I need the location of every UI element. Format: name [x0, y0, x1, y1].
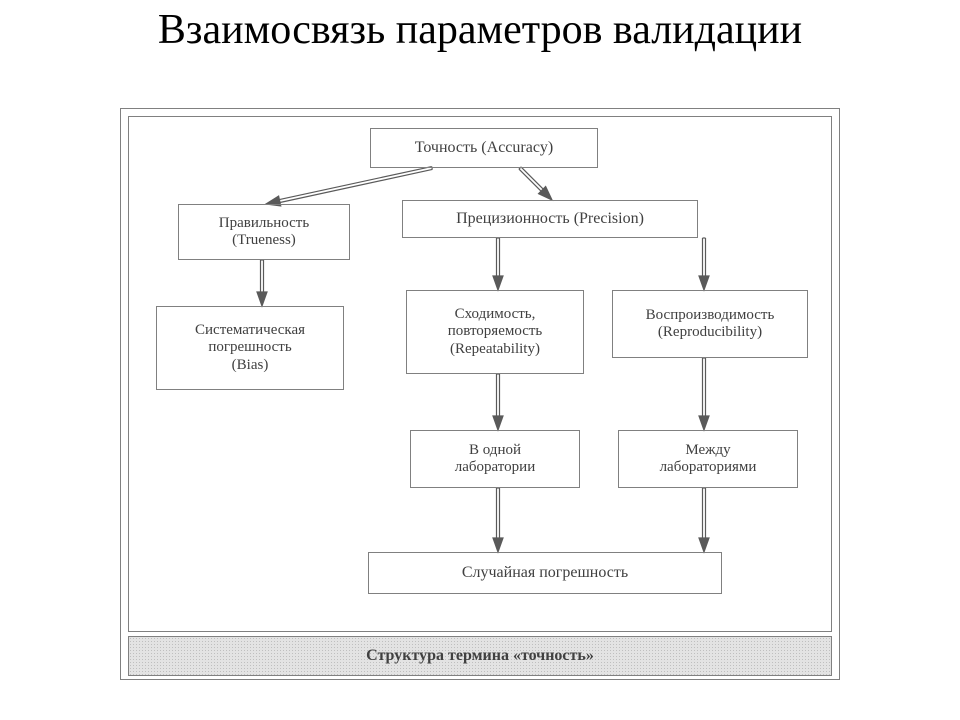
diagram-caption-text: Структура термина «точность»	[366, 647, 594, 665]
node-betweenlab: Междулабораториями	[618, 430, 798, 488]
slide: Взаимосвязь параметров валидации Точност…	[0, 0, 960, 720]
node-random: Случайная погрешность	[368, 552, 722, 594]
node-reproduce: Воспроизводимость(Reproducibility)	[612, 290, 808, 358]
node-label: Сходимость,повторяемость(Repeatability)	[448, 306, 543, 358]
node-label: Воспроизводимость(Reproducibility)	[646, 307, 775, 342]
node-label: Правильность(Trueness)	[219, 215, 309, 250]
node-precision: Прецизионность (Precision)	[402, 200, 698, 238]
node-onelab: В однойлаборатории	[410, 430, 580, 488]
node-trueness: Правильность(Trueness)	[178, 204, 350, 260]
node-label: В однойлаборатории	[455, 442, 535, 477]
diagram-caption: Структура термина «точность»	[128, 636, 832, 676]
node-label: Случайная погрешность	[462, 564, 628, 582]
node-label: Междулабораториями	[660, 442, 757, 477]
node-repeat: Сходимость,повторяемость(Repeatability)	[406, 290, 584, 374]
node-label: Прецизионность (Precision)	[456, 210, 644, 228]
node-label: Точность (Accuracy)	[415, 139, 554, 157]
node-label: Систематическаяпогрешность(Bias)	[195, 322, 305, 374]
node-accuracy: Точность (Accuracy)	[370, 128, 598, 168]
node-bias: Систематическаяпогрешность(Bias)	[156, 306, 344, 390]
